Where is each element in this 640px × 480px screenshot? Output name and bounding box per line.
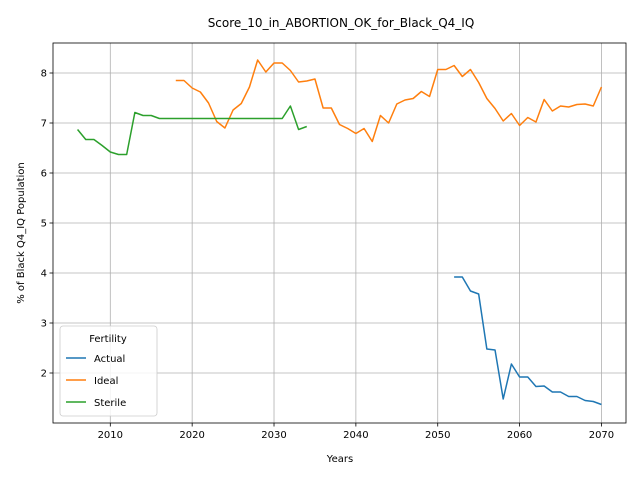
legend-title: Fertility [89, 334, 127, 345]
y-tick-label: 2 [41, 369, 47, 380]
x-tick-label: 2040 [343, 430, 368, 441]
x-axis-title: Years [326, 454, 353, 465]
x-tick-label: 2010 [98, 430, 123, 441]
y-axis-title: % of Black Q4_IQ Population [16, 162, 27, 304]
legend: Fertility Actual Ideal Sterile [60, 326, 157, 416]
y-tick-label: 8 [41, 69, 47, 80]
x-tick-label: 2060 [507, 430, 532, 441]
legend-label-sterile: Sterile [94, 398, 126, 409]
y-tick-label: 5 [41, 219, 47, 230]
y-tick-label: 7 [41, 119, 47, 130]
x-tick-label: 2050 [425, 430, 450, 441]
x-tick-label: 2020 [179, 430, 204, 441]
y-tick-label: 3 [41, 319, 47, 330]
legend-label-ideal: Ideal [94, 376, 118, 387]
y-tick-label: 6 [41, 169, 47, 180]
legend-label-actual: Actual [94, 354, 125, 365]
x-tick-label: 2070 [589, 430, 614, 441]
y-tick-label: 4 [41, 269, 47, 280]
chart-title: Score_10_in_ABORTION_OK_for_Black_Q4_IQ [208, 16, 475, 30]
x-tick-label: 2030 [261, 430, 286, 441]
